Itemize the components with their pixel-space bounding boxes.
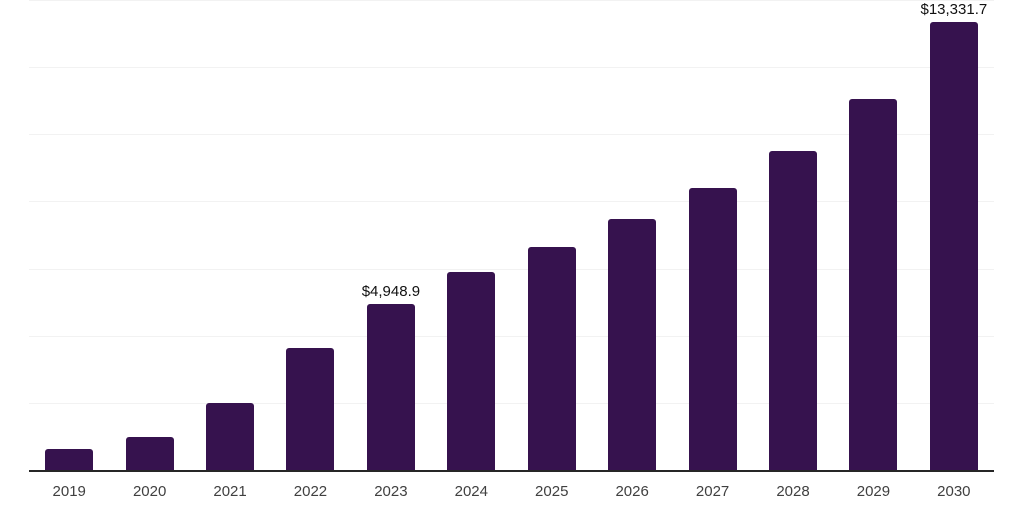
bar-2026 <box>608 218 657 470</box>
bar-slot-2026 <box>592 0 672 470</box>
gridline <box>29 268 994 270</box>
gridline <box>29 134 994 136</box>
x-tick-label-2023: 2023 <box>374 483 408 500</box>
x-tick-label-2020: 2020 <box>132 483 167 500</box>
bar-2023 <box>366 303 415 470</box>
bar-2025 <box>527 246 576 470</box>
bar-2030 <box>929 22 978 470</box>
bar-slot-2024 <box>431 0 511 470</box>
x-tick-label-2021: 2021 <box>213 483 247 500</box>
bar-2029 <box>849 98 898 470</box>
plot-area: $4,948.9 $13,331.7 <box>29 0 994 472</box>
x-tick-label-2022: 2022 <box>293 483 328 500</box>
bar-2022 <box>286 347 335 470</box>
bar-2027 <box>688 187 737 470</box>
gridline <box>29 201 994 203</box>
bar-slot-2022 <box>270 0 350 470</box>
x-tick-label-2030: 2030 <box>937 483 971 500</box>
bar-slot-2021 <box>190 0 270 470</box>
x-axis-labels: 2019 2020 2021 2022 2023 2024 2025 2026 2027 2028… <box>29 472 994 512</box>
gridline <box>29 67 994 69</box>
bar-value-label-2030: $13,331.7 <box>920 1 988 19</box>
bar-2028 <box>769 150 817 470</box>
bar-2020 <box>125 436 174 470</box>
x-tick-label-2025: 2025 <box>535 483 569 500</box>
bar-2024 <box>447 271 496 470</box>
gridline <box>29 402 994 404</box>
bar-slot-2025 <box>512 0 592 470</box>
bar-slot-2028 <box>753 0 833 470</box>
bar-2021 <box>206 402 255 470</box>
bar-slot-2027 <box>672 0 752 470</box>
x-tick-label-2019: 2019 <box>52 483 86 500</box>
x-tick-label-2029: 2029 <box>856 483 891 500</box>
bar-value-label-2023: $4,948.9 <box>361 282 421 300</box>
bar-slot-2023: $4,948.9 <box>351 0 431 470</box>
gridline <box>29 335 994 337</box>
bar-slot-2020 <box>109 0 189 470</box>
x-tick-label-2024: 2024 <box>454 483 488 500</box>
bar-slot-2030: $13,331.7 <box>914 0 994 470</box>
x-tick-label-2028: 2028 <box>776 483 810 500</box>
x-tick-label-2026: 2026 <box>615 483 649 500</box>
gridline <box>29 0 994 1</box>
bars-container: $4,948.9 $13,331.7 <box>29 0 994 470</box>
bar-slot-2029 <box>833 0 913 470</box>
bar-2019 <box>45 448 94 470</box>
bar-slot-2019 <box>29 0 109 470</box>
x-tick-label-2027: 2027 <box>695 483 730 500</box>
